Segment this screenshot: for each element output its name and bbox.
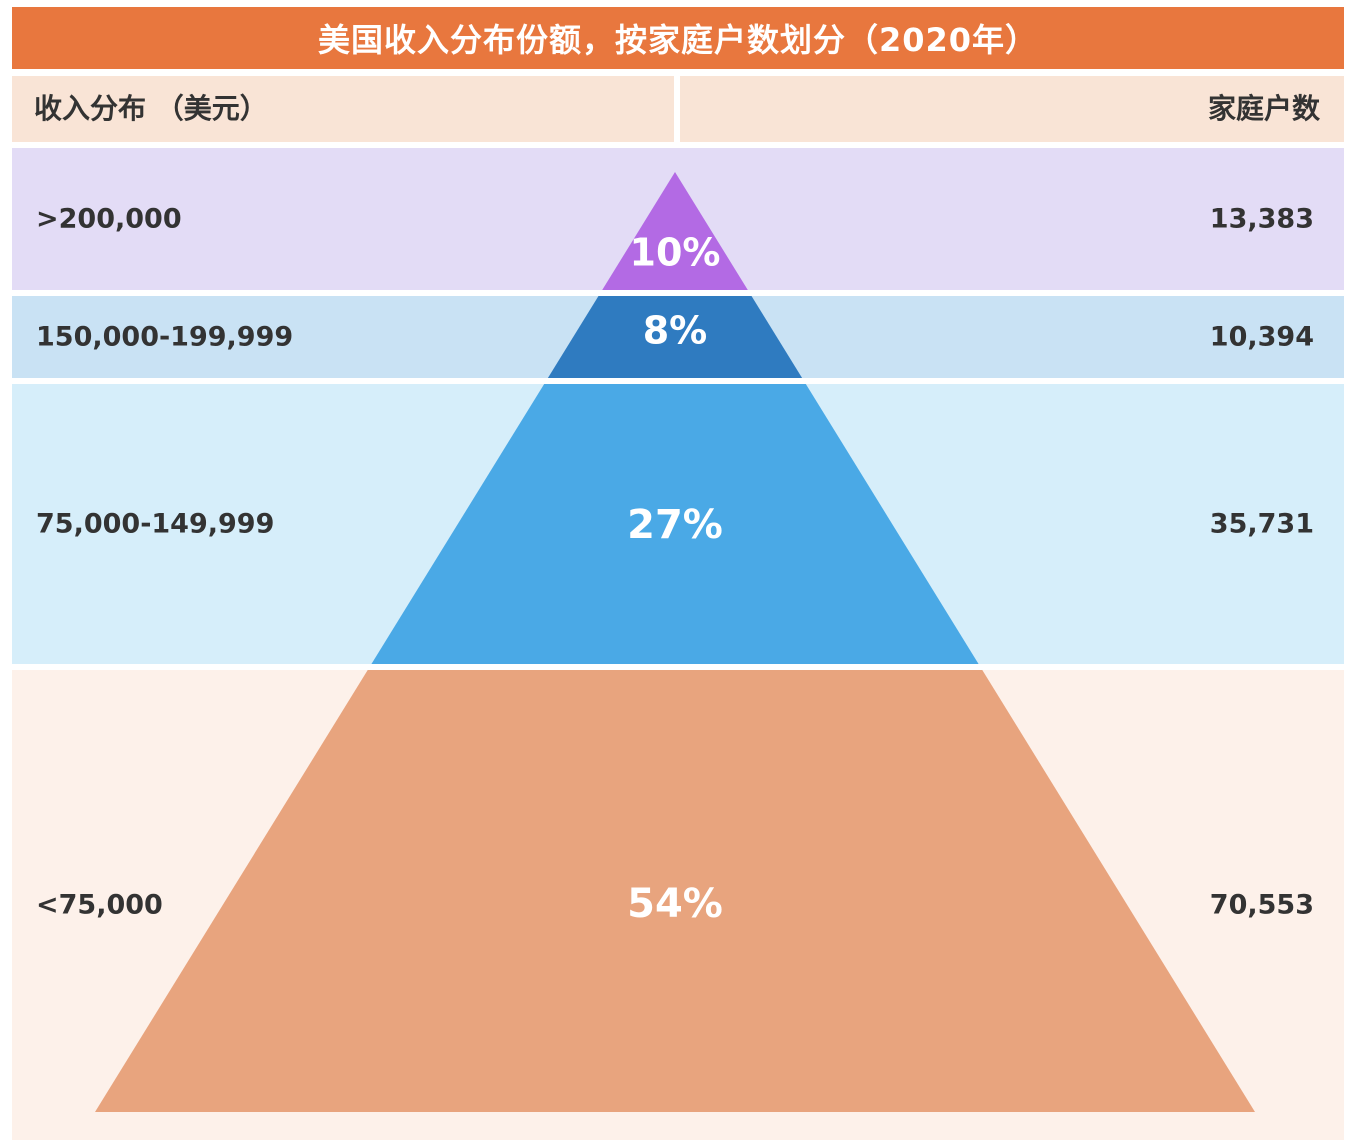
households-column-header: 家庭户数 bbox=[1207, 92, 1320, 125]
household-count: 10,394 bbox=[1209, 321, 1314, 353]
income-bracket-label: >200,000 bbox=[36, 203, 182, 235]
header-divider bbox=[674, 76, 680, 142]
band-row: 150,000-199,999 10,394 bbox=[12, 296, 1344, 378]
income-column-header: 收入分布 （美元） bbox=[34, 92, 268, 125]
household-count: 13,383 bbox=[1209, 203, 1314, 235]
income-bracket-label: 150,000-199,999 bbox=[36, 321, 294, 353]
band-row: >200,000 13,383 bbox=[12, 148, 1344, 290]
header-row: 收入分布 （美元） 家庭户数 bbox=[12, 76, 1344, 142]
band-row: 75,000-149,999 35,731 bbox=[12, 384, 1344, 664]
household-count: 70,553 bbox=[1209, 889, 1314, 921]
income-bracket-label: <75,000 bbox=[36, 889, 163, 921]
chart-title: 美国收入分布份额，按家庭户数划分（2020年） bbox=[12, 7, 1344, 69]
income-bracket-label: 75,000-149,999 bbox=[36, 508, 275, 540]
band-row: <75,000 70,553 bbox=[12, 670, 1344, 1140]
household-count: 35,731 bbox=[1209, 508, 1314, 540]
